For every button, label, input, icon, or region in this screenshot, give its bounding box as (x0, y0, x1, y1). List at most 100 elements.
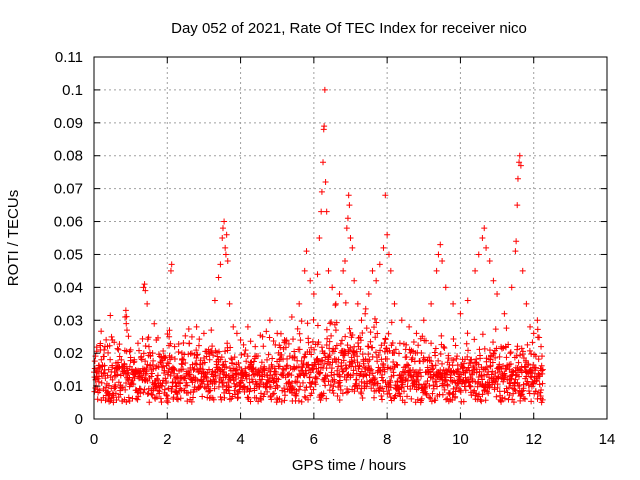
data-point (285, 379, 292, 386)
data-point (330, 348, 337, 355)
data-point (231, 354, 238, 361)
data-point (377, 347, 384, 354)
data-point (297, 337, 304, 344)
data-point (232, 376, 239, 383)
data-point (315, 339, 322, 346)
data-point (382, 192, 389, 199)
data-point (367, 338, 374, 345)
data-point (404, 393, 411, 400)
data-point (153, 394, 160, 401)
data-point (418, 373, 425, 380)
data-point (171, 343, 178, 350)
data-point (107, 312, 114, 319)
data-point (206, 356, 213, 363)
data-point (296, 386, 303, 393)
data-point (122, 386, 129, 393)
data-point (441, 345, 448, 352)
data-point (339, 368, 346, 375)
data-point (269, 355, 276, 362)
data-point (438, 332, 445, 339)
data-point (490, 277, 497, 284)
data-point (467, 382, 474, 389)
data-point (423, 390, 430, 397)
data-point (149, 370, 156, 377)
data-point (193, 352, 200, 359)
data-point (239, 377, 246, 384)
data-point (276, 363, 283, 370)
data-point (237, 337, 244, 344)
data-point (426, 354, 433, 361)
data-point (452, 342, 459, 349)
data-point (519, 348, 526, 355)
data-point (142, 342, 149, 349)
data-point (430, 365, 437, 372)
data-point (241, 350, 248, 357)
data-point (242, 347, 249, 354)
data-point (343, 364, 350, 371)
data-point (96, 387, 103, 394)
data-point (386, 347, 393, 354)
data-point (508, 284, 515, 291)
data-point (217, 394, 224, 401)
data-point (356, 382, 363, 389)
data-point (503, 325, 510, 332)
data-point (376, 261, 383, 268)
data-point (167, 267, 174, 274)
data-point (307, 383, 314, 390)
data-point (519, 391, 526, 398)
data-point (346, 325, 353, 332)
data-point (387, 384, 394, 391)
data-point (305, 361, 312, 368)
data-point (469, 378, 476, 385)
data-point (345, 388, 352, 395)
data-point (175, 341, 182, 348)
data-point (317, 397, 324, 404)
data-point (328, 372, 335, 379)
data-point (206, 366, 213, 373)
data-point (115, 379, 122, 386)
data-point (393, 361, 400, 368)
data-point (483, 355, 490, 362)
data-point (171, 366, 178, 373)
data-point (390, 372, 397, 379)
data-point (493, 393, 500, 400)
data-point (537, 393, 544, 400)
data-point (354, 300, 361, 307)
data-point (476, 346, 483, 353)
data-point (351, 277, 358, 284)
y-tick-label: 0.09 (54, 115, 83, 132)
data-point (530, 361, 537, 368)
data-point (323, 326, 330, 333)
data-point (357, 337, 364, 344)
data-point (178, 386, 185, 393)
data-point (233, 330, 240, 337)
data-point (214, 353, 221, 360)
data-point (444, 368, 451, 375)
data-point (154, 376, 161, 383)
data-point (327, 320, 334, 327)
data-point (408, 395, 415, 402)
data-point (178, 360, 185, 367)
data-point (302, 367, 309, 374)
data-point (366, 372, 373, 379)
data-point (495, 374, 502, 381)
data-point (539, 380, 546, 387)
data-point (437, 351, 444, 358)
data-point (140, 284, 147, 291)
data-point (334, 367, 341, 374)
x-tick-label: 4 (236, 431, 244, 448)
data-point (450, 357, 457, 364)
data-point (255, 353, 262, 360)
data-point (268, 396, 275, 403)
data-point (534, 317, 541, 324)
data-point (157, 395, 164, 402)
data-point (320, 390, 327, 397)
data-point (243, 375, 250, 382)
data-point (416, 366, 423, 373)
data-point (449, 362, 456, 369)
data-point (118, 356, 125, 363)
data-point (384, 231, 391, 238)
data-point (282, 344, 289, 351)
data-point (422, 337, 429, 344)
data-point (492, 354, 499, 361)
